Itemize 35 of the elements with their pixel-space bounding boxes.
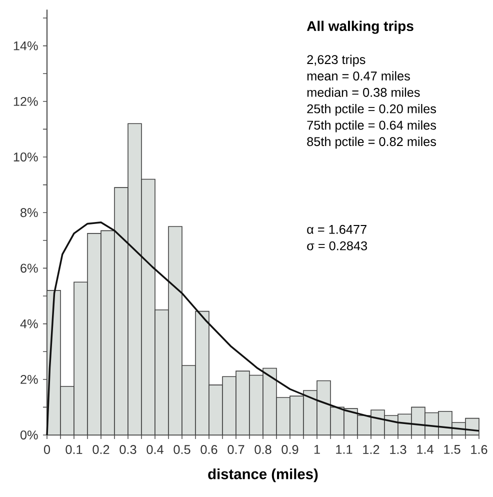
x-tick-label: 0.4 [146, 445, 164, 454]
x-tick-label: 1.4 [417, 445, 434, 454]
x-tick-label: 1.6 [471, 445, 488, 454]
x-tick-label: 1.2 [363, 445, 380, 454]
text: All walking trips [306, 20, 414, 34]
annotation: median = 0.38 miles [307, 88, 420, 97]
x-tick-label: 0.1 [66, 445, 82, 454]
y-tick-label: 2% [20, 374, 38, 384]
y-tick-label: 10% [14, 152, 38, 162]
x-tick-label: 1.3 [390, 445, 406, 454]
x-tick-label: 0.3 [120, 445, 136, 454]
y-tick-label: 8% [20, 208, 38, 218]
x-tick-label: 0.8 [254, 445, 272, 454]
annotation: σ = 0.2843 [307, 241, 367, 250]
x-tick-label: 0 [44, 445, 50, 454]
x-tick-label: 1.5 [444, 445, 460, 454]
x-axis-title: distance (miles) [208, 468, 318, 482]
y-tick-label: 14% [14, 41, 38, 50]
annotation: mean = 0.47 miles [307, 71, 410, 80]
y-tick-label: 6% [20, 264, 38, 273]
x-tick-label: 0.7 [228, 445, 244, 454]
annotation: 75th pctile = 0.64 miles [307, 120, 436, 132]
x-tick-label: 0.5 [174, 445, 190, 454]
annotation: 2,623 trips [307, 54, 366, 67]
x-tick-label: 0.2 [92, 445, 110, 454]
annotation: 85th pctile = 0.82 miles [307, 136, 436, 149]
x-tick-label: 1.1 [336, 445, 352, 454]
x-tick-label: 0.6 [200, 445, 218, 454]
y-tick-label: 0% [20, 430, 38, 440]
y-tick-label: 4% [20, 319, 38, 328]
annotation: α = 1.6477 [307, 224, 366, 234]
annotation: 25th pctile = 0.20 miles [307, 104, 436, 116]
x-tick-label: 0.9 [282, 445, 298, 454]
x-tick-label: 1 [314, 445, 320, 454]
y-tick-label: 12% [14, 96, 38, 106]
